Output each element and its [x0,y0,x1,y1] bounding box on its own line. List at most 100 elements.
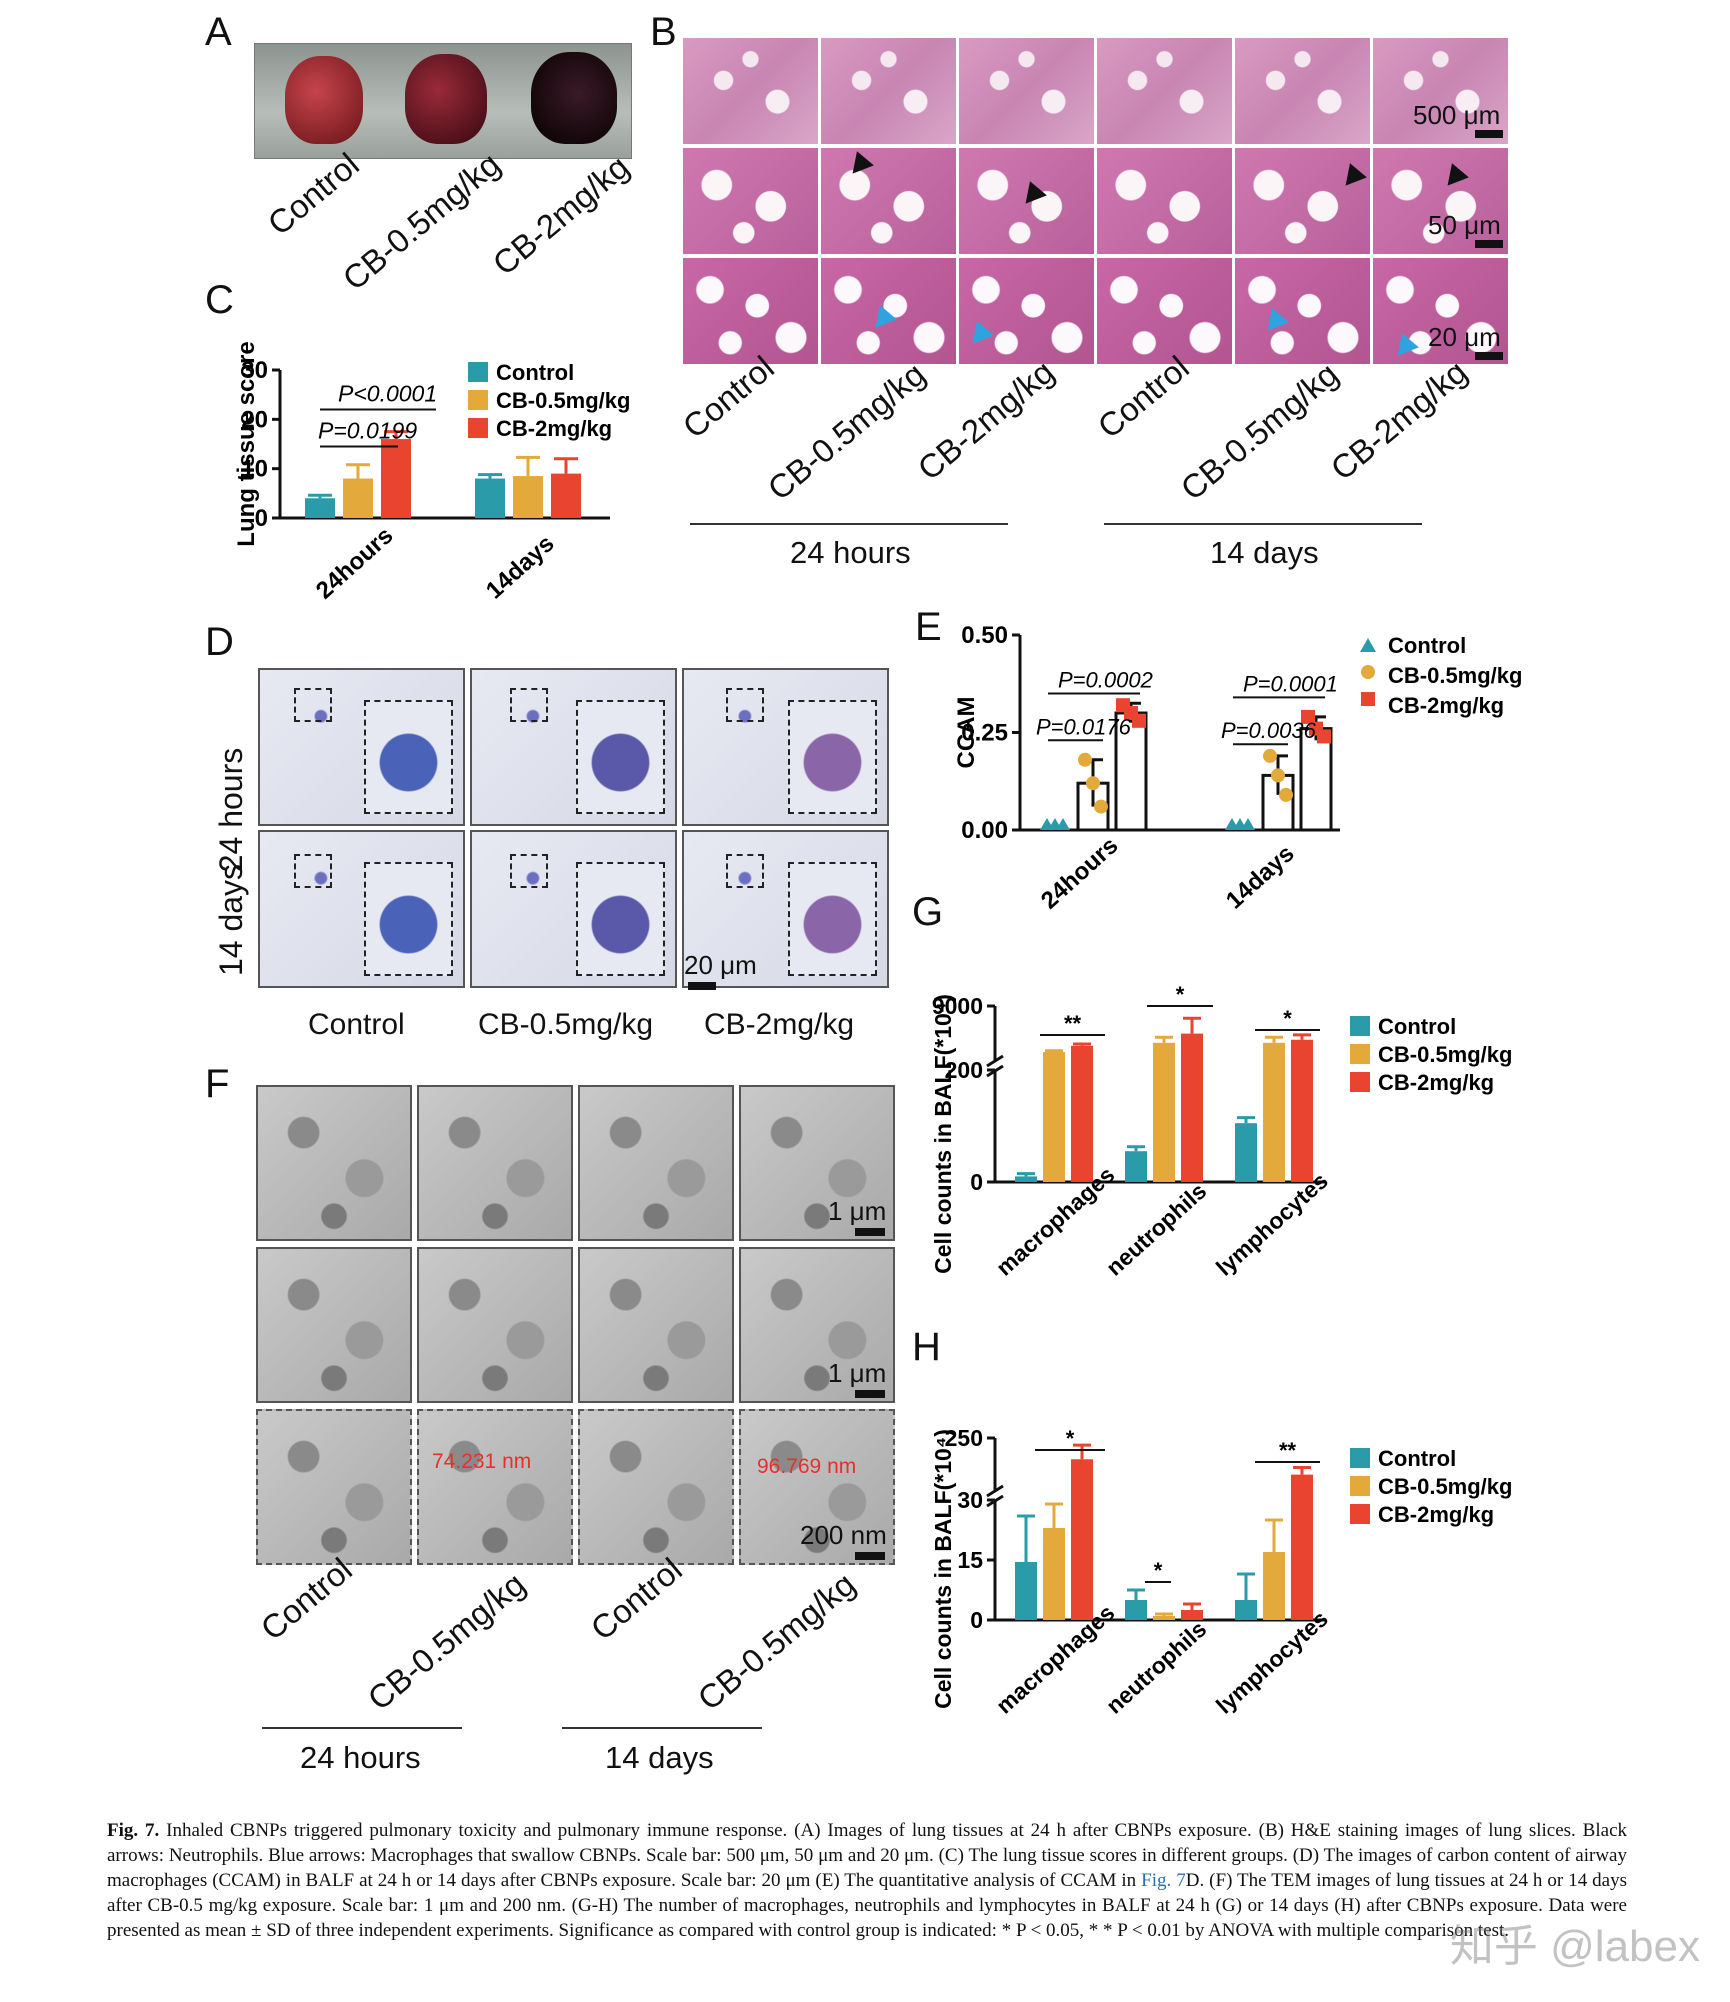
group-label-d-control: Control [308,1008,405,1041]
scale-label-b-20um: 20 μm [1428,322,1501,352]
scale-bar-d-20um [688,982,716,990]
caption-figure-link[interactable]: Fig. 7 [1141,1870,1186,1891]
legend-swatch-2 [1350,1504,1370,1524]
tem-measure-2: 96.769 nm [757,1455,857,1478]
bal-zoom-source-box [726,854,764,888]
caption-text-2: D. (F) The TEM images of lung tissues at… [107,1870,1627,1941]
scale-label-b-500um: 500 μm [1413,100,1501,130]
y-tick-label-2: 0.50 [961,622,1008,649]
bar-lymphocytes-0 [1235,1123,1257,1182]
point-24hours-1-0 [1078,752,1092,767]
scale-label-f-1um-mid: 1 μm [828,1358,887,1388]
he-tile-r3-c6 [1373,258,1508,364]
bar-lymphocytes-2 [1291,1039,1313,1182]
panel-letter-g: G [912,890,944,934]
bal-zoom-inset [576,862,665,976]
panel-letter-b: B [650,10,677,54]
x-tick-label-2: lymphocytes [1211,1167,1333,1280]
sig-label-3: ** [1279,1438,1297,1463]
he-tile-r2-c5 [1235,148,1370,254]
chart-e-ccam: 0.00 0.25 0.50 CCAM 24hours 14days P=0.0002 P=0… [953,622,1522,915]
he-tile-r3-c3 [959,258,1094,364]
bal-image-grid [258,668,889,998]
sig-label-1: ** [1064,1011,1082,1036]
tem-measure-1: 74.231 nm [432,1450,532,1473]
legend-swatch-1 [1350,1044,1370,1064]
point-24hours-2-2 [1132,713,1146,728]
he-tile-r1-c1 [683,38,818,144]
point-14days-0-2 [1241,818,1255,830]
tem-tile-r3-c3 [578,1409,734,1565]
row-label-d-14d: 14 days [213,864,253,976]
legend-label-2: CB-2mg/kg [1388,693,1504,718]
lung-cb05 [405,54,487,144]
point-14days-1-1 [1271,768,1285,783]
legend-label-1: CB-0.5mg/kg [496,388,630,413]
point-14days-2-0 [1301,709,1315,724]
bar-macrophages-2 [1071,1459,1093,1620]
y-tick-label-3: 30 [241,357,268,384]
scale-label-f-1um-top: 1 μm [828,1196,887,1226]
bar-lymphocytes-1 [1263,1042,1285,1182]
legend-swatch-0 [468,362,488,382]
he-tile-r1-c5 [1235,38,1370,144]
group-label-b-cb2-24h: CB-2mg/kg [910,352,1061,488]
tem-image-grid [256,1085,896,1567]
he-tile-r2-c4 [1097,148,1232,254]
he-tile-r1-c2 [821,38,956,144]
group-label-a-control: Control [260,145,366,243]
y-tick-label-1: 200 [945,1057,983,1083]
x-tick-label-0: 24hours [1036,832,1123,915]
bar-24hours-1 [343,478,373,518]
y-tick-label-0: 0 [255,505,268,532]
group-label-f-cb05-24h: CB-0.5mg/kg [360,1565,532,1718]
bar-neutrophils-1 [1153,1616,1175,1620]
legend-swatch-0 [1360,638,1376,652]
tem-tile-r1-c1 [256,1085,412,1241]
tem-tile-r1-c4 [739,1085,895,1241]
bal-zoom-source-box [294,688,332,722]
group-label-d-cb05: CB-0.5mg/kg [478,1008,654,1041]
legend-swatch-1 [468,390,488,410]
sig-label-1: * [1066,1426,1075,1451]
sig-label-3: * [1283,1006,1292,1031]
scale-label-d-20um: 20 μm [684,950,757,980]
point-14days-2-2 [1317,729,1331,744]
he-tile-r2-c1 [683,148,818,254]
he-tile-r1-c4 [1097,38,1232,144]
x-tick-label-1: neutrophils [1101,1178,1211,1281]
sig-label-3: P=0.0001 [1243,671,1338,696]
tem-tile-r2-c3 [578,1247,734,1403]
timepoint-rule-b-24h [690,523,1008,525]
figure-caption: Fig. 7. Inhaled CBNPs triggered pulmonar… [107,1818,1627,1943]
tem-tile-r1-c2 [417,1085,573,1241]
bar-neutrophils-2 [1181,1610,1203,1620]
sig-label-2: P=0.0176 [1036,714,1132,739]
bal-tile-r1-c3 [682,668,889,826]
group-label-b-cb2-14d: CB-2mg/kg [1323,352,1474,488]
group-label-d-cb2: CB-2mg/kg [704,1008,855,1041]
legend-label-0: Control [496,360,574,385]
bar-macrophages-1 [1043,1528,1065,1620]
bal-zoom-source-box [510,688,548,722]
y-tick-label-0: 0 [970,1607,983,1633]
bar-14days-1 [513,476,543,518]
tem-tile-r2-c2 [417,1247,573,1403]
axis-break-mark-2 [986,1054,1004,1068]
timepoint-rule-f-14d [562,1727,762,1729]
y-axis-label: Cell counts in BALF(*10⁴) [930,994,956,1274]
legend-swatch-2 [1350,1072,1370,1092]
he-tile-r3-c4 [1097,258,1232,364]
he-tile-r1-c3 [959,38,1094,144]
bal-zoom-source-box [510,854,548,888]
bal-zoom-source-box [294,854,332,888]
he-tile-r2-c2 [821,148,956,254]
bal-zoom-inset [364,700,453,814]
bar-macrophages-0 [1015,1562,1037,1620]
he-tile-r3-c2 [821,258,956,364]
legend-swatch-2 [1361,692,1375,706]
scale-bar-f-1um-top [855,1228,885,1236]
point-14days-1-2 [1279,787,1293,802]
panel-letter-a: A [205,10,232,54]
